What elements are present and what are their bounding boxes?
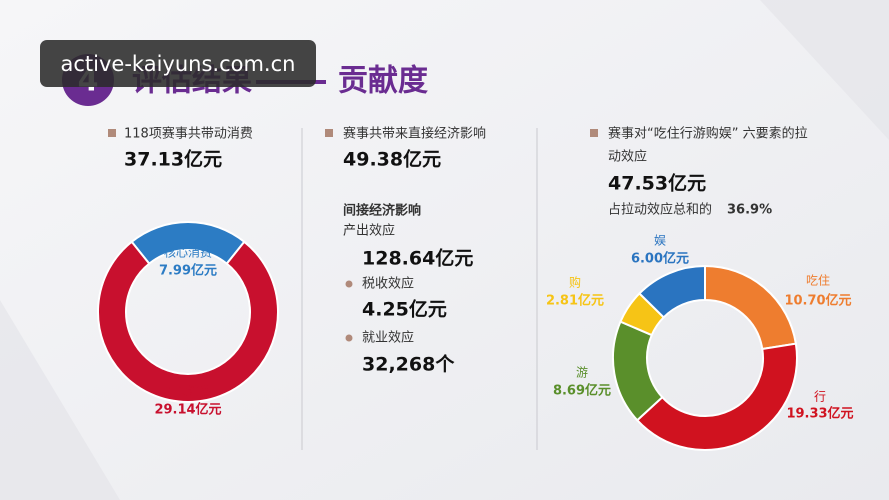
bullet	[345, 334, 353, 342]
decor	[0, 300, 120, 500]
donut-segment	[638, 264, 706, 319]
segment-name: 游	[576, 366, 588, 380]
col3-total: 47.53亿元	[608, 172, 706, 195]
col3-label: 动效应	[608, 149, 647, 165]
segment-name: 相关消费	[164, 385, 212, 399]
col1-label: 118项赛事共带动消费	[124, 126, 253, 142]
decor	[760, 0, 889, 140]
col2-direct: 49.38亿元	[343, 148, 441, 171]
watermark: active-kaiyuns.com.cn	[61, 52, 296, 76]
bullet	[345, 280, 353, 288]
effect-value: 32,268个	[362, 354, 455, 376]
col1-total: 37.13亿元	[124, 148, 222, 171]
segment-value: 10.70亿元	[784, 293, 851, 309]
donut-segment	[97, 240, 279, 403]
segment-value: 2.81亿元	[546, 293, 604, 309]
effect-value: 128.64亿元	[362, 247, 473, 270]
effect-name: 就业效应	[362, 330, 414, 346]
watermark-box	[40, 40, 316, 87]
effect-name: 税收效应	[362, 276, 414, 292]
segment-value: 7.99亿元	[159, 263, 217, 279]
segment-value: 8.69亿元	[553, 383, 611, 399]
effect-name: 产出效应	[343, 223, 395, 239]
bullet	[108, 129, 116, 137]
header-subtitle: 贡献度	[338, 64, 428, 99]
col2-indirect-title: 间接经济影响	[343, 203, 421, 219]
effect-value: 4.25亿元	[362, 298, 447, 321]
bullet	[590, 129, 598, 137]
col2-label: 赛事共带来直接经济影响	[343, 126, 486, 142]
segment-name: 购	[569, 275, 581, 290]
segment-value: 19.33亿元	[786, 406, 853, 422]
segment-name: 核心消费	[164, 246, 212, 260]
col3-label: 赛事对“吃住行游购娱” 六要素的拉	[608, 126, 808, 142]
segment-value: 29.14亿元	[154, 402, 221, 418]
donut-segment	[635, 342, 798, 451]
share-text: 占拉动效应总和的	[608, 202, 712, 218]
segment-name: 吃住	[806, 274, 830, 288]
segment-value: 6.00亿元	[631, 251, 689, 267]
share-value: 36.9%	[727, 203, 772, 218]
bullet	[325, 129, 333, 137]
segment-name: 行	[814, 390, 826, 404]
segment-name: 娱	[654, 234, 666, 248]
